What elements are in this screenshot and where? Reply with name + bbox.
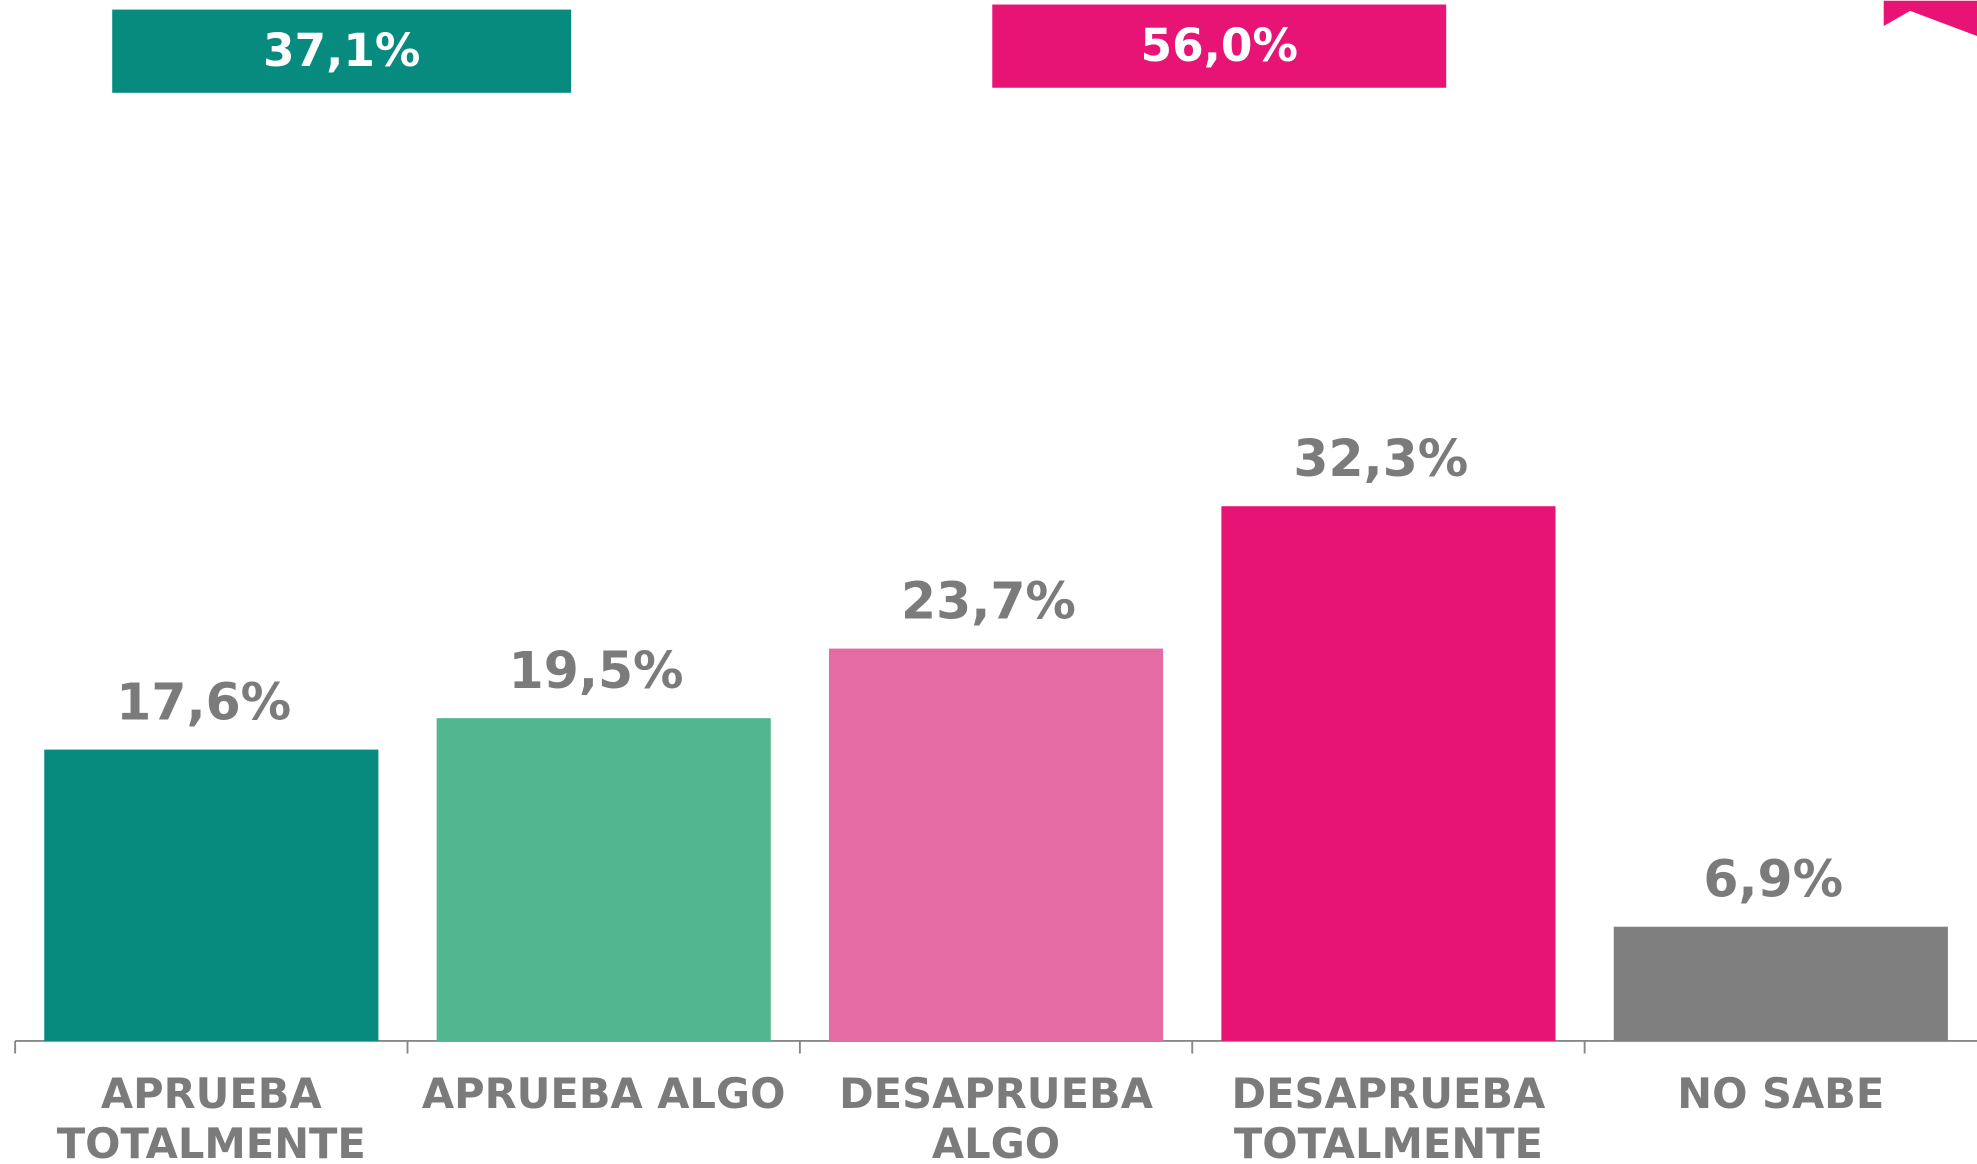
bar bbox=[1613, 926, 1948, 1041]
value-label: 17,6% bbox=[116, 672, 291, 731]
x-label-box: APRUEBA ALGO bbox=[421, 1068, 786, 1118]
x-label-box: APRUEBA TOTALMENTE bbox=[56, 1068, 366, 1164]
summary-box bbox=[992, 4, 1447, 88]
bar bbox=[44, 749, 379, 1041]
x-tick-label: APRUEBA ALGO bbox=[421, 1068, 786, 1118]
value-label: 19,5% bbox=[509, 641, 684, 700]
value-label: 6,9% bbox=[1703, 849, 1843, 908]
x-tick-label: DESAPRUEBA TOTALMENTE bbox=[1231, 1068, 1546, 1164]
bar bbox=[1221, 506, 1556, 1041]
x-label-box: DESAPRUEBA TOTALMENTE bbox=[1231, 1068, 1546, 1164]
summary-box bbox=[112, 9, 572, 93]
x-label-box: DESAPRUEBA ALGO bbox=[839, 1068, 1153, 1164]
decoration bbox=[1883, 0, 1977, 37]
value-label: 32,3% bbox=[1293, 429, 1468, 488]
x-label-box: NO SABE bbox=[1677, 1068, 1885, 1118]
x-tick-label: NO SABE bbox=[1677, 1068, 1885, 1118]
x-tick-label: APRUEBA TOTALMENTE bbox=[56, 1068, 366, 1164]
x-tick-label: DESAPRUEBA ALGO bbox=[839, 1068, 1153, 1164]
summary-label: 56,0% bbox=[1141, 19, 1298, 72]
summary-label: 37,1% bbox=[263, 24, 420, 77]
bar bbox=[436, 718, 771, 1041]
bar bbox=[829, 648, 1164, 1041]
value-label: 23,7% bbox=[901, 571, 1076, 630]
